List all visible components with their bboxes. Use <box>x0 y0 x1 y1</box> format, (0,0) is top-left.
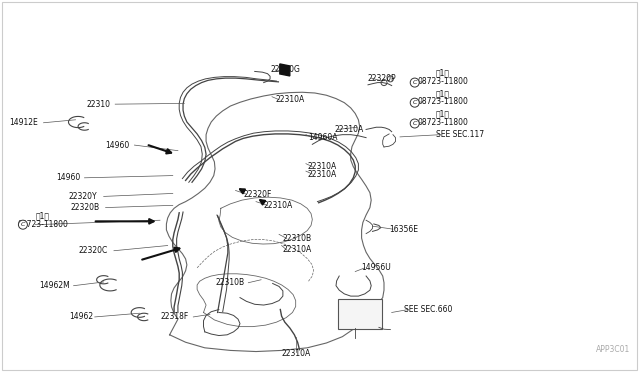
Text: 14960: 14960 <box>56 173 80 182</box>
Text: 22310B: 22310B <box>283 234 312 243</box>
Text: 22310A: 22310A <box>281 349 310 358</box>
Text: 22310A: 22310A <box>264 201 293 210</box>
Text: （1）: （1） <box>435 89 449 98</box>
Text: SEE SEC.117: SEE SEC.117 <box>436 130 484 139</box>
Text: （1）: （1） <box>35 211 49 220</box>
Text: 22310B: 22310B <box>215 278 244 287</box>
Circle shape <box>410 98 419 107</box>
Text: 22320C: 22320C <box>78 246 108 255</box>
Text: 22310A: 22310A <box>283 246 312 254</box>
Text: 22320B: 22320B <box>70 203 99 212</box>
Text: 22320F: 22320F <box>243 190 271 199</box>
Text: C: C <box>413 100 417 105</box>
Circle shape <box>410 78 419 87</box>
Text: C: C <box>413 80 417 85</box>
Text: C: C <box>20 222 25 227</box>
FancyBboxPatch shape <box>338 299 382 329</box>
Text: 22310: 22310 <box>86 100 110 109</box>
Text: 22318F: 22318F <box>161 312 189 321</box>
Text: （1）: （1） <box>435 69 449 78</box>
Text: 14956U: 14956U <box>361 263 390 272</box>
Text: APP3C01: APP3C01 <box>596 345 630 354</box>
Text: （1）: （1） <box>435 110 449 119</box>
Text: 14960: 14960 <box>105 141 129 150</box>
Text: 14962: 14962 <box>69 312 93 321</box>
Text: C: C <box>413 121 417 126</box>
Text: 08723-11800: 08723-11800 <box>417 97 468 106</box>
Text: SEE SEC.660: SEE SEC.660 <box>404 305 453 314</box>
Text: 14912E: 14912E <box>10 118 38 127</box>
Text: 08723-11800: 08723-11800 <box>417 77 468 86</box>
Circle shape <box>19 220 28 229</box>
Circle shape <box>410 119 419 128</box>
Text: 22320G: 22320G <box>270 65 300 74</box>
Text: 14960A: 14960A <box>308 133 338 142</box>
Text: 22310A: 22310A <box>334 125 364 134</box>
Text: 22310A: 22310A <box>307 170 337 179</box>
Text: 22320P: 22320P <box>367 74 396 83</box>
Text: 22320Y: 22320Y <box>68 192 97 201</box>
Text: 08723-11800: 08723-11800 <box>18 220 68 229</box>
Text: 08723-11800: 08723-11800 <box>417 118 468 127</box>
Text: 16356E: 16356E <box>389 225 418 234</box>
Text: 22310A: 22310A <box>307 162 337 171</box>
Text: 22310A: 22310A <box>275 95 305 104</box>
Polygon shape <box>280 64 290 76</box>
Text: 14962M: 14962M <box>40 281 70 290</box>
